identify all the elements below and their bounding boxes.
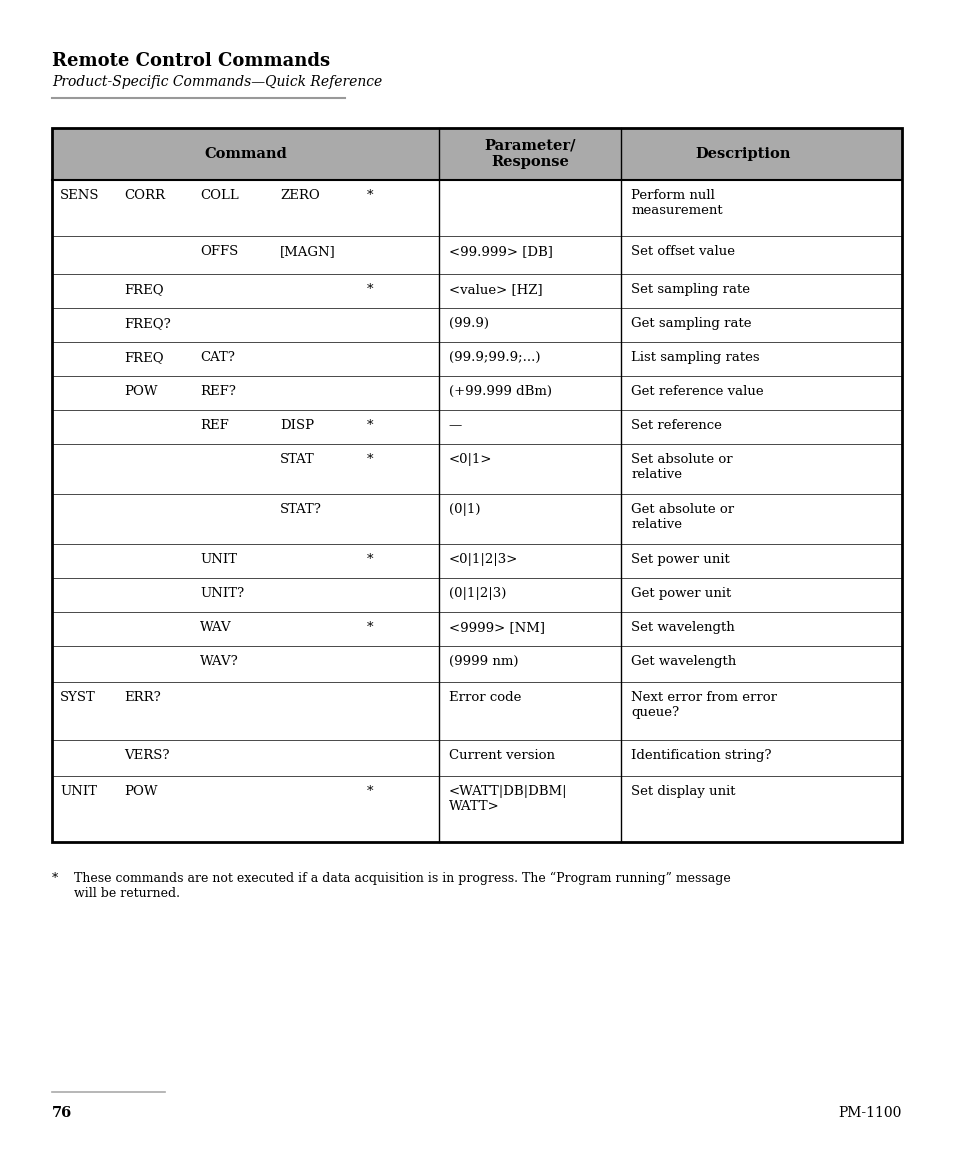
Text: Remote Control Commands: Remote Control Commands [52,52,330,70]
Text: *: * [367,453,374,466]
Text: 76: 76 [52,1106,72,1120]
Text: UNIT: UNIT [60,785,97,799]
Text: *: * [367,189,374,202]
Text: POW: POW [124,385,157,398]
Text: REF?: REF? [200,385,235,398]
Text: DISP: DISP [280,420,314,432]
Text: STAT: STAT [280,453,314,466]
Text: (9999 nm): (9999 nm) [448,655,517,668]
Text: (+99.999 dBm): (+99.999 dBm) [448,385,551,398]
Text: Current version: Current version [448,749,554,761]
Text: <value> [HZ]: <value> [HZ] [448,283,542,296]
Text: SYST: SYST [60,691,95,704]
Text: CAT?: CAT? [200,351,234,364]
Text: Identification string?: Identification string? [631,749,771,761]
Text: Set absolute or
relative: Set absolute or relative [631,453,732,481]
Text: PM-1100: PM-1100 [838,1106,901,1120]
Text: FREQ: FREQ [124,283,164,296]
Text: <9999> [NM]: <9999> [NM] [448,621,544,634]
Text: (99.9): (99.9) [448,318,488,330]
Text: <0|1|2|3>: <0|1|2|3> [448,553,517,566]
Text: <WATT|DB|DBM|
WATT>: <WATT|DB|DBM| WATT> [448,785,567,812]
Text: Product-Specific Commands—Quick Reference: Product-Specific Commands—Quick Referenc… [52,75,382,89]
Text: Perform null
measurement: Perform null measurement [631,189,722,217]
Text: Error code: Error code [448,691,520,704]
Text: UNIT?: UNIT? [200,586,244,600]
Text: *: * [52,872,58,885]
Text: List sampling rates: List sampling rates [631,351,760,364]
Text: FREQ?: FREQ? [124,318,171,330]
Text: (0|1|2|3): (0|1|2|3) [448,586,506,600]
Text: [MAGN]: [MAGN] [280,245,335,258]
Text: FREQ: FREQ [124,351,164,364]
Text: (0|1): (0|1) [448,503,479,516]
Text: Set offset value: Set offset value [631,245,735,258]
Bar [52,127,901,841]
Text: COLL: COLL [200,189,238,202]
Text: Set sampling rate: Set sampling rate [631,283,750,296]
Text: These commands are not executed if a data acquisition is in progress. The “Progr: These commands are not executed if a dat… [74,872,730,901]
Text: CORR: CORR [124,189,165,202]
Text: Set display unit: Set display unit [631,785,735,799]
Text: UNIT: UNIT [200,553,236,566]
Text: —: — [448,420,461,432]
Text: Description: Description [694,147,789,161]
Text: *: * [367,621,374,634]
Text: Command: Command [204,147,287,161]
Text: REF: REF [200,420,229,432]
Text: <99.999> [DB]: <99.999> [DB] [448,245,552,258]
Text: VERS?: VERS? [124,749,170,761]
Text: Next error from error
queue?: Next error from error queue? [631,691,777,719]
Text: *: * [367,553,374,566]
Text: Get wavelength: Get wavelength [631,655,736,668]
Text: Get sampling rate: Get sampling rate [631,318,751,330]
Text: *: * [367,785,374,799]
Text: Set power unit: Set power unit [631,553,729,566]
Text: WAV?: WAV? [200,655,238,668]
Text: WAV: WAV [200,621,232,634]
Text: <0|1>: <0|1> [448,453,492,466]
Text: (99.9;99.9;...): (99.9;99.9;...) [448,351,539,364]
Text: ERR?: ERR? [124,691,161,704]
Text: *: * [367,283,374,296]
Text: Get power unit: Get power unit [631,586,731,600]
Text: Get absolute or
relative: Get absolute or relative [631,503,734,531]
Text: ZERO: ZERO [280,189,319,202]
Text: OFFS: OFFS [200,245,238,258]
Text: Set wavelength: Set wavelength [631,621,735,634]
Text: Set reference: Set reference [631,420,721,432]
Text: Get reference value: Get reference value [631,385,763,398]
Text: *: * [367,420,374,432]
Bar [52,127,901,180]
Text: Parameter/
Response: Parameter/ Response [484,139,576,169]
Text: SENS: SENS [60,189,99,202]
Text: POW: POW [124,785,157,799]
Text: STAT?: STAT? [280,503,321,516]
